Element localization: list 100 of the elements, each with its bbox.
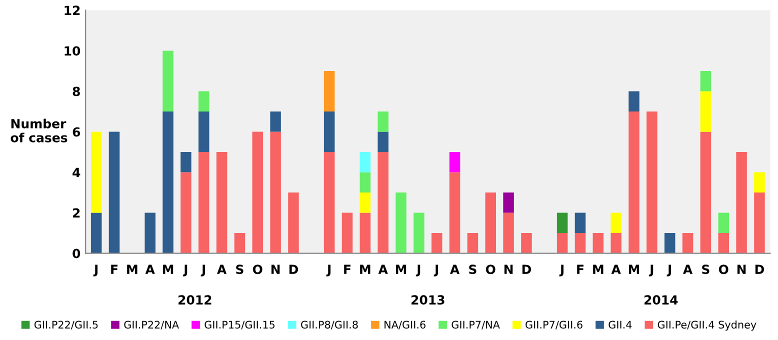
- bar: [252, 132, 264, 254]
- bar: [574, 212, 586, 234]
- bar: [270, 132, 281, 254]
- bar: [718, 233, 729, 254]
- bar: [449, 152, 460, 172]
- y-tick-label: 8: [72, 86, 80, 96]
- bar: [485, 192, 496, 254]
- y-tick-label: 0: [72, 248, 80, 258]
- x-tick-label: N: [737, 264, 746, 274]
- x-tick-label: J: [416, 264, 420, 276]
- x-tick-label: J: [93, 264, 98, 276]
- y-tick-label: 2: [73, 208, 80, 218]
- bar: [360, 172, 371, 193]
- x-tick-label: J: [434, 264, 438, 276]
- bar: [90, 132, 102, 213]
- bar: [360, 192, 371, 213]
- x-tick-label: D: [755, 264, 764, 274]
- bar: [90, 212, 102, 254]
- legend-label: GII.4: [608, 320, 632, 329]
- x-tick-label: A: [450, 264, 460, 274]
- legend-label: GII.P7/NA: [452, 320, 500, 330]
- text: 2014: [644, 295, 678, 305]
- bar: [718, 212, 729, 234]
- text: 2013: [411, 295, 444, 305]
- bar: [414, 212, 424, 254]
- text: 2012: [178, 295, 212, 305]
- bar: [556, 212, 568, 234]
- bar: [467, 233, 478, 254]
- x-tick-label: S: [236, 264, 244, 274]
- bar: [700, 91, 712, 132]
- bar: [144, 212, 156, 254]
- x-tick-label: J: [666, 264, 672, 276]
- x-tick-label: M: [127, 264, 138, 274]
- bar: [198, 111, 210, 152]
- bar: [449, 172, 460, 254]
- y-tick-label: 10: [64, 46, 80, 56]
- bar: [754, 192, 765, 254]
- bar: [198, 152, 210, 254]
- bar: [216, 152, 228, 254]
- bar: [682, 233, 694, 254]
- x-tick-label: D: [289, 264, 298, 274]
- bar: [503, 212, 514, 254]
- x-tick-label: F: [577, 264, 584, 274]
- bar: [324, 111, 335, 152]
- y-tick-label: 4: [72, 168, 80, 178]
- x-tick-label: M: [593, 264, 604, 274]
- legend-label: NA/GII.6: [384, 320, 426, 330]
- bar: [521, 233, 532, 254]
- bar: [234, 233, 246, 254]
- bar: [180, 172, 192, 254]
- x-tick-label: A: [611, 264, 621, 274]
- x-tick-label: O: [486, 264, 496, 274]
- x-tick-label: S: [702, 264, 710, 274]
- bar: [431, 233, 442, 254]
- x-tick-label: M: [162, 264, 174, 274]
- x-tick-label: F: [111, 264, 118, 274]
- bar: [610, 212, 622, 234]
- bar: [162, 111, 174, 254]
- x-tick-label: M: [360, 264, 370, 274]
- bar: [270, 111, 281, 132]
- x-tick-label: N: [504, 264, 513, 274]
- x-tick-label: J: [200, 264, 206, 276]
- bar: [592, 233, 604, 254]
- bar: [646, 111, 658, 254]
- x-tick-label: N: [271, 264, 280, 274]
- bar: [610, 233, 622, 254]
- legend-label: GII.P7/GII.6: [526, 320, 582, 330]
- legend-label: GII.P15/GII.15: [204, 320, 275, 330]
- bar: [342, 212, 353, 254]
- bar: [324, 70, 335, 112]
- bar: [700, 70, 712, 92]
- bar: [324, 152, 335, 254]
- bar: [700, 132, 712, 254]
- bar: [198, 91, 210, 112]
- bar: [378, 152, 388, 254]
- bar: [503, 192, 514, 213]
- bar: [736, 152, 747, 254]
- x-tick-label: O: [718, 264, 728, 274]
- bar: [360, 212, 371, 254]
- x-tick-label: S: [469, 264, 476, 274]
- y-axis-title: Number of cases: [10, 118, 68, 142]
- bar: [628, 111, 640, 254]
- x-tick-label: F: [344, 264, 350, 274]
- x-tick-label: A: [217, 264, 227, 274]
- y-tick-label: 6: [72, 127, 80, 137]
- bar: [396, 192, 406, 254]
- legend-label: GII.P22/NA: [124, 320, 179, 330]
- bar: [556, 233, 568, 254]
- bar: [108, 132, 120, 254]
- bar: [360, 152, 371, 172]
- bar: [628, 91, 640, 112]
- bar: [162, 50, 174, 112]
- x-tick-label: O: [252, 264, 262, 274]
- legend-label: GII.P8/GII.8: [301, 320, 358, 330]
- x-tick-label: A: [378, 264, 388, 274]
- x-tick-label: D: [522, 264, 532, 274]
- legend-label: GII.Pe/GII.4 Sydney: [658, 320, 756, 331]
- x-tick-label: J: [559, 264, 564, 276]
- x-tick-label: A: [683, 264, 693, 274]
- bar: [378, 132, 388, 152]
